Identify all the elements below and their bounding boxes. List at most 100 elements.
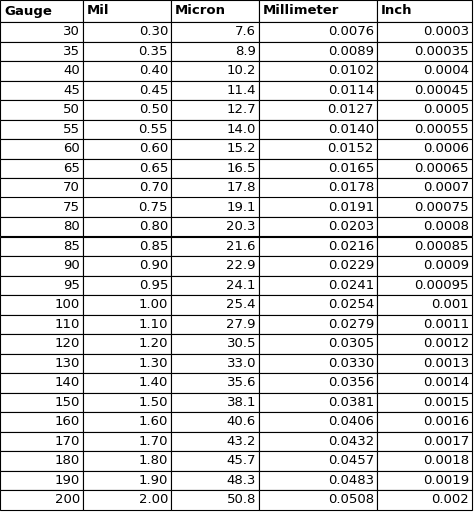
Bar <box>377 139 472 159</box>
Bar <box>259 178 377 197</box>
Bar <box>0 431 83 451</box>
Text: 0.75: 0.75 <box>138 201 168 214</box>
Bar <box>171 314 259 334</box>
Bar <box>83 431 171 451</box>
Bar <box>83 159 171 178</box>
Text: 24.1: 24.1 <box>227 279 256 292</box>
Text: 0.55: 0.55 <box>138 123 168 136</box>
Text: 0.0114: 0.0114 <box>328 84 374 97</box>
Text: 0.0165: 0.0165 <box>328 162 374 175</box>
Bar <box>259 237 377 256</box>
Bar <box>0 0 83 22</box>
Bar <box>0 353 83 373</box>
Bar <box>171 22 259 41</box>
Bar <box>171 412 259 431</box>
Bar <box>171 80 259 100</box>
Text: 0.0203: 0.0203 <box>328 220 374 233</box>
Text: 0.0089: 0.0089 <box>328 45 374 57</box>
Bar <box>377 159 472 178</box>
Bar <box>0 451 83 470</box>
Text: 14.0: 14.0 <box>227 123 256 136</box>
Bar <box>0 295 83 314</box>
Text: 45: 45 <box>63 84 80 97</box>
Text: 0.0017: 0.0017 <box>423 435 469 448</box>
Bar <box>83 276 171 295</box>
Bar <box>83 256 171 276</box>
Text: 190: 190 <box>55 474 80 487</box>
Text: 1.30: 1.30 <box>138 357 168 370</box>
Text: 0.65: 0.65 <box>138 162 168 175</box>
Text: 70: 70 <box>63 181 80 194</box>
Text: 0.0381: 0.0381 <box>328 396 374 409</box>
Bar <box>259 139 377 159</box>
Text: 0.40: 0.40 <box>139 64 168 77</box>
Text: 0.85: 0.85 <box>138 240 168 253</box>
Bar <box>0 120 83 139</box>
Bar <box>259 22 377 41</box>
Text: 1.00: 1.00 <box>138 298 168 311</box>
Text: 0.0508: 0.0508 <box>328 493 374 506</box>
Text: 0.0007: 0.0007 <box>423 181 469 194</box>
Bar <box>171 61 259 80</box>
Text: 55: 55 <box>63 123 80 136</box>
Bar <box>377 237 472 256</box>
Text: 0.0019: 0.0019 <box>423 474 469 487</box>
Bar <box>0 373 83 393</box>
Text: 0.90: 0.90 <box>139 259 168 272</box>
Bar <box>259 100 377 120</box>
Bar <box>377 470 472 490</box>
Bar <box>377 451 472 470</box>
Text: 0.0356: 0.0356 <box>328 376 374 389</box>
Text: 0.70: 0.70 <box>138 181 168 194</box>
Text: 80: 80 <box>63 220 80 233</box>
Bar <box>83 353 171 373</box>
Text: 16.5: 16.5 <box>227 162 256 175</box>
Bar <box>377 100 472 120</box>
Bar <box>83 22 171 41</box>
Bar <box>83 470 171 490</box>
Text: 20.3: 20.3 <box>227 220 256 233</box>
Bar <box>259 0 377 22</box>
Bar <box>259 276 377 295</box>
Text: 0.0216: 0.0216 <box>328 240 374 253</box>
Bar <box>0 334 83 353</box>
Text: 48.3: 48.3 <box>227 474 256 487</box>
Text: 0.80: 0.80 <box>139 220 168 233</box>
Bar <box>0 490 83 510</box>
Text: 7.6: 7.6 <box>235 25 256 38</box>
Text: 0.00055: 0.00055 <box>414 123 469 136</box>
Text: 0.00085: 0.00085 <box>414 240 469 253</box>
Bar <box>259 80 377 100</box>
Text: 0.0102: 0.0102 <box>328 64 374 77</box>
Text: 1.20: 1.20 <box>138 337 168 350</box>
Text: 0.0406: 0.0406 <box>328 415 374 428</box>
Text: 0.60: 0.60 <box>139 142 168 155</box>
Bar <box>83 314 171 334</box>
Text: 120: 120 <box>55 337 80 350</box>
Text: 0.0127: 0.0127 <box>328 103 374 116</box>
Bar <box>171 159 259 178</box>
Bar <box>171 120 259 139</box>
Text: 40: 40 <box>63 64 80 77</box>
Text: 0.0432: 0.0432 <box>328 435 374 448</box>
Text: 38.1: 38.1 <box>227 396 256 409</box>
Text: 0.0229: 0.0229 <box>328 259 374 272</box>
Text: 35: 35 <box>63 45 80 57</box>
Bar <box>0 412 83 431</box>
Text: 0.0006: 0.0006 <box>423 142 469 155</box>
Bar <box>171 197 259 217</box>
Bar <box>377 334 472 353</box>
Bar <box>377 61 472 80</box>
Text: 30.5: 30.5 <box>227 337 256 350</box>
Bar <box>83 139 171 159</box>
Bar <box>377 412 472 431</box>
Text: 150: 150 <box>55 396 80 409</box>
Bar <box>0 256 83 276</box>
Bar <box>83 100 171 120</box>
Bar <box>83 120 171 139</box>
Bar <box>171 353 259 373</box>
Bar <box>171 431 259 451</box>
Text: 0.00045: 0.00045 <box>414 84 469 97</box>
Text: 100: 100 <box>55 298 80 311</box>
Text: Micron: Micron <box>175 5 226 18</box>
